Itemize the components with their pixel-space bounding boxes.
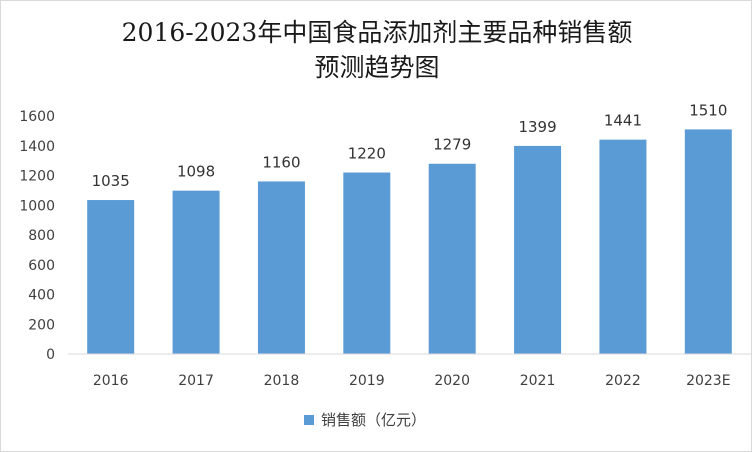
data-label: 1098 [177,163,215,181]
data-label: 1510 [689,101,727,119]
data-label: 1220 [348,145,386,163]
y-tick-label: 600 [28,258,55,274]
x-tick-label: 2023E [686,373,730,389]
x-tick-label: 2019 [349,373,385,389]
y-tick-label: 1000 [19,198,55,214]
data-label: 1399 [518,118,556,136]
data-label: 1441 [604,112,642,130]
x-tick-label: 2016 [93,373,129,389]
y-tick-label: 1600 [19,109,55,125]
y-tick-label: 800 [28,228,55,244]
legend-swatch [304,415,314,425]
data-label: 1035 [92,172,130,190]
bar [172,190,220,354]
legend-label: 销售额（亿元） [321,411,426,429]
y-tick-label: 200 [28,317,55,333]
bar [87,200,135,354]
data-label: 1160 [262,153,300,171]
y-tick-label: 400 [28,288,55,304]
y-tick-label: 1400 [19,139,55,155]
y-tick-label: 0 [46,347,55,363]
bar [684,129,732,354]
x-tick-label: 2021 [520,373,556,389]
bar [257,181,305,354]
y-tick-label: 1200 [19,169,55,185]
bar [343,172,391,354]
x-tick-label: 2022 [605,373,641,389]
chart-title-line2: 预测趋势图 [314,53,440,82]
bar [428,163,476,354]
chart-title-line1: 2016-2023年中国食品添加剂主要品种销售额 [121,18,633,47]
x-tick-label: 2017 [178,373,214,389]
x-tick-label: 2018 [264,373,300,389]
bar [514,145,562,354]
data-label: 1279 [433,136,471,154]
x-tick-label: 2020 [434,373,470,389]
bar [599,139,647,354]
